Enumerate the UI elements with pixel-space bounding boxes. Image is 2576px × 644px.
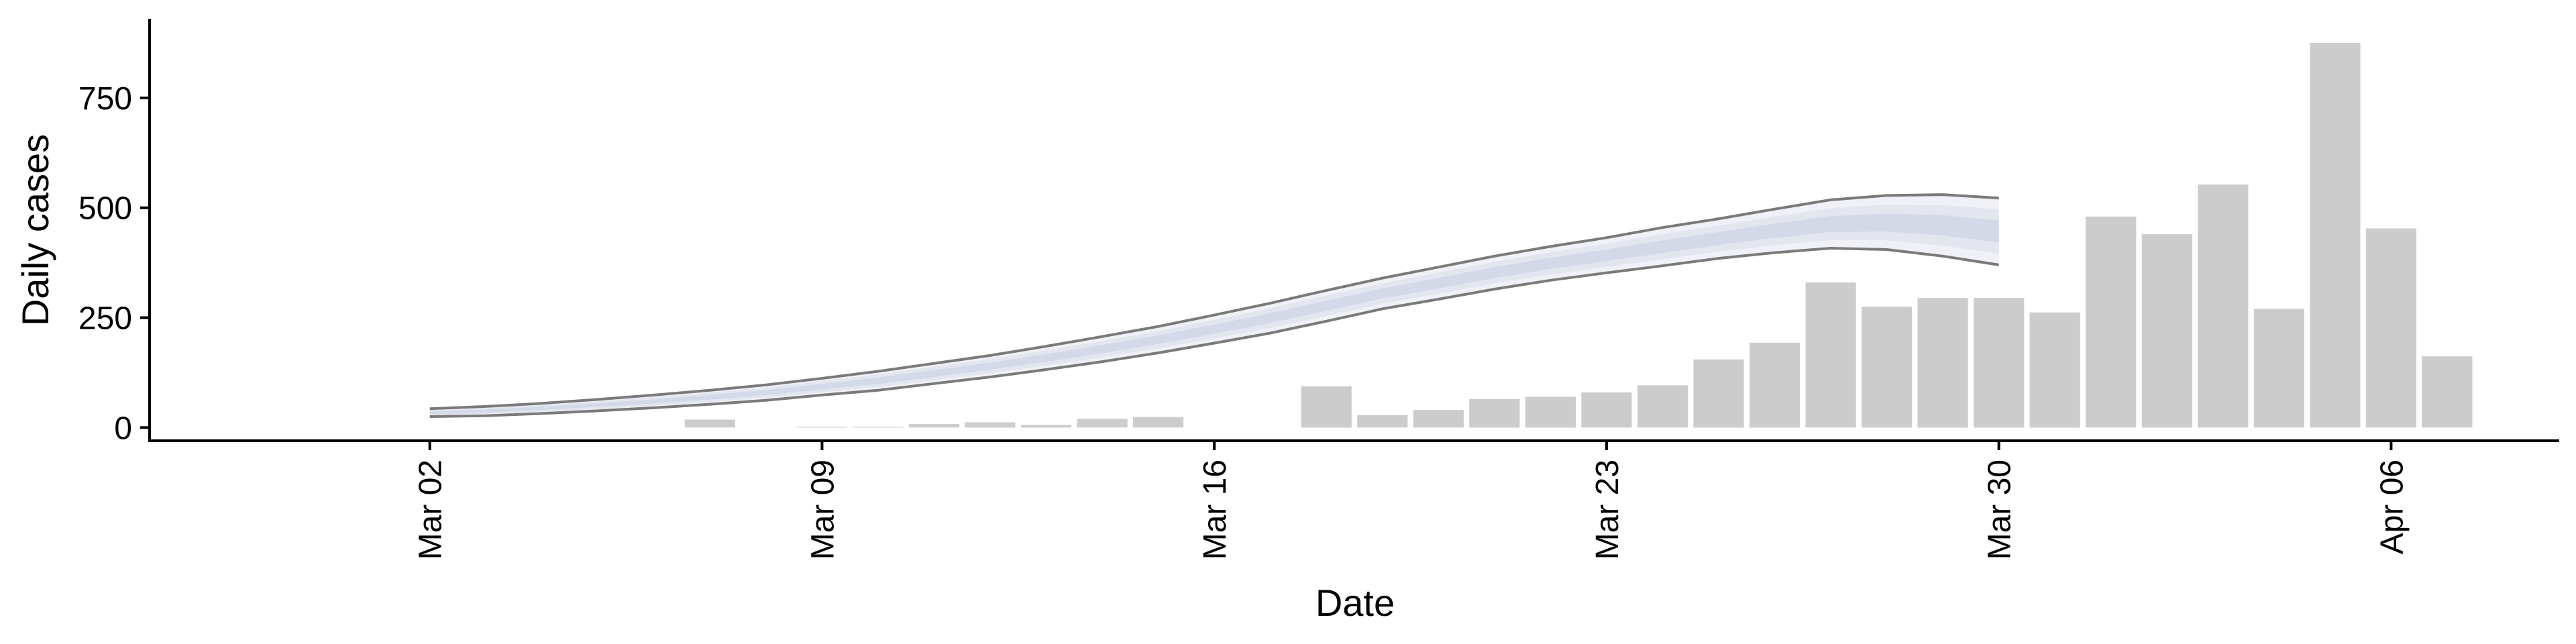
bar bbox=[965, 422, 1016, 428]
bar bbox=[1021, 425, 1072, 428]
x-tick-label: Mar 16 bbox=[1197, 460, 1233, 559]
y-tick-group: 0 250 500 750 bbox=[78, 81, 150, 446]
bar bbox=[1917, 298, 1968, 428]
bar bbox=[1133, 417, 1184, 428]
bar bbox=[1805, 282, 1856, 428]
bar bbox=[1749, 342, 1801, 428]
x-tick-label: Mar 09 bbox=[805, 460, 841, 559]
x-tick-label: Mar 02 bbox=[413, 460, 449, 559]
bar bbox=[1974, 298, 2025, 428]
bar bbox=[2422, 356, 2473, 428]
bar bbox=[1469, 398, 1520, 428]
bar bbox=[2310, 43, 2361, 428]
band-lower-line bbox=[429, 246, 2000, 418]
bar bbox=[1357, 415, 1408, 428]
bar bbox=[1581, 392, 1632, 428]
bar bbox=[908, 424, 960, 428]
bar bbox=[2141, 234, 2192, 428]
bar bbox=[2029, 312, 2080, 428]
bar bbox=[1301, 386, 1352, 428]
bar bbox=[1693, 359, 1744, 428]
bar bbox=[1413, 410, 1464, 428]
bar bbox=[1637, 385, 1688, 428]
bar bbox=[2198, 184, 2249, 428]
bar-group bbox=[684, 43, 2473, 428]
bar bbox=[1077, 419, 1128, 428]
y-tick-label: 0 bbox=[114, 411, 132, 446]
bar bbox=[2253, 309, 2304, 428]
bar bbox=[684, 419, 735, 428]
x-tick-label: Mar 23 bbox=[1590, 460, 1625, 559]
y-tick-label: 750 bbox=[78, 81, 132, 117]
bar bbox=[1862, 307, 1913, 428]
bar bbox=[1525, 396, 1576, 428]
x-tick-label: Mar 30 bbox=[1982, 460, 2018, 559]
bar bbox=[2086, 216, 2137, 428]
y-axis-title: Daily cases bbox=[14, 134, 56, 326]
y-tick-label: 500 bbox=[78, 191, 132, 227]
y-tick-label: 250 bbox=[78, 301, 132, 337]
x-tick-group: Mar 02 Mar 09 Mar 16 Mar 23 Mar 30 Apr 06 bbox=[413, 441, 2410, 559]
x-axis-title: Date bbox=[1316, 582, 1395, 624]
band-upper-line bbox=[429, 193, 1999, 411]
axes-group bbox=[148, 19, 2559, 442]
bar bbox=[2365, 228, 2416, 428]
x-tick-label: Apr 06 bbox=[2374, 460, 2410, 554]
estimate-band-group bbox=[429, 193, 2000, 418]
